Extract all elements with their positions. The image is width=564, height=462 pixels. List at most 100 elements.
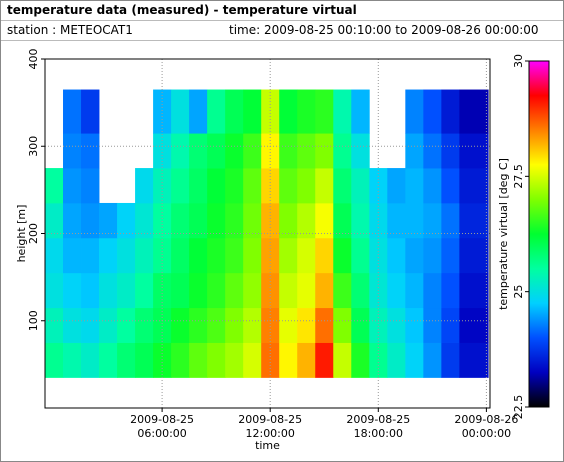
colorbar-tick-label: 22.5 xyxy=(512,395,525,420)
plot-frame xyxy=(44,58,491,409)
heat-cell xyxy=(423,307,442,343)
heat-cell xyxy=(459,342,489,378)
heat-cell xyxy=(459,237,489,274)
heat-cell xyxy=(171,133,190,169)
heat-cell xyxy=(405,307,424,343)
heat-cell xyxy=(369,342,388,378)
heat-cell xyxy=(333,237,352,274)
heat-cell xyxy=(405,89,424,134)
heat-cell xyxy=(45,237,64,274)
heat-cell xyxy=(189,272,208,309)
heat-cell xyxy=(459,272,489,309)
heat-cell xyxy=(297,342,316,378)
info-bar: station : METEOCAT1 time: 2009-08-25 00:… xyxy=(1,21,563,41)
heat-cell xyxy=(315,307,334,343)
heat-cell xyxy=(63,342,82,378)
heat-cell xyxy=(441,342,460,378)
heat-cell xyxy=(351,307,370,343)
heat-cell xyxy=(63,89,82,134)
heat-cell xyxy=(207,202,226,239)
heat-cell xyxy=(45,202,64,239)
heat-cell xyxy=(81,272,100,309)
heat-cell xyxy=(315,133,334,169)
heat-cell xyxy=(225,237,244,274)
x-axis-label: time xyxy=(255,439,280,452)
heat-cell xyxy=(171,237,190,274)
heat-cell xyxy=(423,202,442,239)
heat-cell xyxy=(153,307,172,343)
heat-cell xyxy=(117,237,136,274)
heat-cell xyxy=(423,272,442,309)
heat-cell xyxy=(225,168,244,204)
heat-cell xyxy=(261,202,280,239)
heat-cell xyxy=(423,237,442,274)
x-tick-label: 2009-08-25 06:00:00 xyxy=(130,413,194,440)
heat-cell xyxy=(261,133,280,169)
heat-cell xyxy=(207,342,226,378)
heat-cell xyxy=(387,202,406,239)
heat-cell xyxy=(279,342,298,378)
y-tick-label: 300 xyxy=(27,136,40,157)
heat-cell xyxy=(333,272,352,309)
heat-cell xyxy=(63,133,82,169)
heat-cell xyxy=(369,202,388,239)
heat-cell xyxy=(99,342,118,378)
heat-cell xyxy=(297,168,316,204)
heat-cell xyxy=(135,342,154,378)
heat-cell xyxy=(279,272,298,309)
heat-cell xyxy=(297,237,316,274)
y-tick-label: 400 xyxy=(27,49,40,70)
heat-cell xyxy=(189,89,208,134)
y-tick-label: 200 xyxy=(27,223,40,244)
heat-cell xyxy=(135,168,154,204)
heat-cell xyxy=(243,168,262,204)
heat-cell xyxy=(153,202,172,239)
heat-cell xyxy=(207,237,226,274)
heat-cell xyxy=(369,237,388,274)
heat-cell xyxy=(63,168,82,204)
heat-cell xyxy=(261,307,280,343)
heat-cell xyxy=(459,89,489,134)
heat-cell xyxy=(63,307,82,343)
colorbar-tick-label: 30 xyxy=(512,54,525,68)
heat-cell xyxy=(189,133,208,169)
heat-cell xyxy=(189,307,208,343)
heat-cell xyxy=(351,168,370,204)
heat-cell xyxy=(387,237,406,274)
heat-cell xyxy=(99,307,118,343)
heat-cell xyxy=(441,307,460,343)
heat-cell xyxy=(225,133,244,169)
heat-cell xyxy=(189,237,208,274)
heat-cell xyxy=(441,89,460,134)
heat-cell xyxy=(135,202,154,239)
heat-cell xyxy=(45,342,64,378)
heat-cell xyxy=(315,272,334,309)
heat-cell xyxy=(279,202,298,239)
heat-cell xyxy=(45,307,64,343)
heat-cell xyxy=(243,342,262,378)
heat-cell xyxy=(315,168,334,204)
x-tick-label: 2009-08-25 12:00:00 xyxy=(238,413,302,440)
heat-cell xyxy=(225,342,244,378)
heat-cell xyxy=(279,89,298,134)
heat-cell xyxy=(387,307,406,343)
heat-cell xyxy=(279,168,298,204)
heat-cell xyxy=(369,307,388,343)
heat-cell xyxy=(153,342,172,378)
heat-cell xyxy=(459,202,489,239)
heat-cell xyxy=(207,89,226,134)
y-axis-label: height [m] xyxy=(15,205,28,263)
heat-cell xyxy=(225,272,244,309)
heat-cell xyxy=(441,237,460,274)
heat-cell xyxy=(171,272,190,309)
heat-cell xyxy=(207,133,226,169)
heat-cell xyxy=(63,202,82,239)
heat-cell xyxy=(189,342,208,378)
heat-cell xyxy=(333,202,352,239)
heat-cell xyxy=(135,307,154,343)
heat-cell xyxy=(405,342,424,378)
heat-cell xyxy=(171,342,190,378)
heat-cell xyxy=(171,202,190,239)
heat-cell xyxy=(459,133,489,169)
